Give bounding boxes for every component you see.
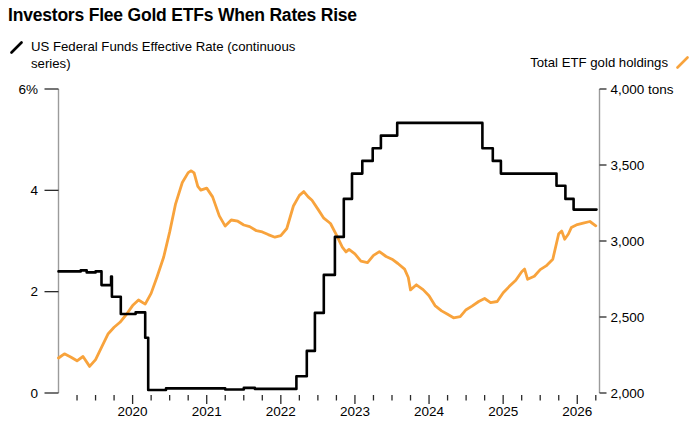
right-axis-tick-label: 2,500 [611,310,645,325]
right-axis-tick-label: 3,500 [611,158,645,173]
left-axis-tick-label: 0 [30,386,38,401]
left-axis: 0 2 4 6% [18,82,58,401]
chart-plot: 0246%2,0002,5003,0003,5004,000 tons20202… [0,0,697,439]
chart-container: Investors Flee Gold ETFs When Rates Rise… [0,0,697,439]
x-axis-year-label: 2026 [562,404,592,419]
right-axis-tick-label: 2,000 [611,386,645,401]
right-axis-tick-label: 3,000 [611,234,645,249]
x-axis-year-label: 2021 [192,404,222,419]
x-axis-year-label: 2022 [266,404,296,419]
x-axis-year-label: 2025 [488,404,518,419]
right-axis-tick-label: 4,000 tons [611,82,674,97]
gold-holdings-line [59,171,596,367]
x-axis-year-label: 2024 [414,404,445,419]
x-axis-year-label: 2023 [340,404,370,419]
x-axis-year-label: 2020 [118,404,148,419]
x-axis: 2020 2021 2022 2023 2024 2025 2026 [77,395,596,419]
right-axis: 2,000 2,500 3,000 3,500 4,000 tons [600,82,674,401]
left-axis-tick-label: 2 [30,284,38,299]
left-axis-tick-label: 4 [30,183,38,198]
left-axis-tick-label: 6% [18,82,38,97]
fed-funds-rate-line [59,123,597,390]
